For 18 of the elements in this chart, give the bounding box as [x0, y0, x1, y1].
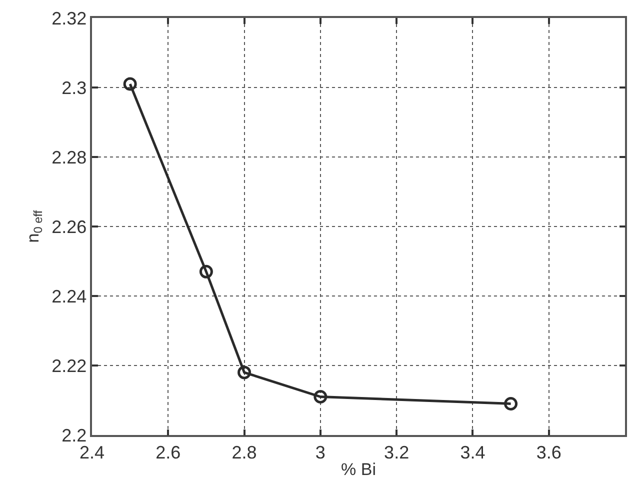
y-tick-label: 2.22 — [52, 356, 87, 376]
y-tick-label: 2.3 — [62, 78, 87, 98]
y-tick-label: 2.26 — [52, 216, 87, 237]
point — [123, 77, 137, 91]
point — [238, 366, 252, 380]
y-tick-label: 2.32 — [52, 8, 87, 28]
point — [314, 390, 328, 404]
y-tick-label: 2.28 — [52, 147, 87, 168]
x-tick-label: 3.2 — [384, 442, 410, 462]
x-tick-label: 3 — [315, 442, 326, 462]
y-tick-label: 2.24 — [52, 286, 87, 306]
x-tick-label: 2.8 — [232, 442, 257, 462]
x-tick-label: 3.6 — [536, 442, 562, 462]
point — [504, 396, 518, 410]
x-axis-title: % Bi — [341, 460, 376, 480]
x-tick-label: 3.4 — [460, 442, 486, 462]
x-tick-label: 2.6 — [156, 442, 181, 462]
point — [199, 264, 213, 278]
